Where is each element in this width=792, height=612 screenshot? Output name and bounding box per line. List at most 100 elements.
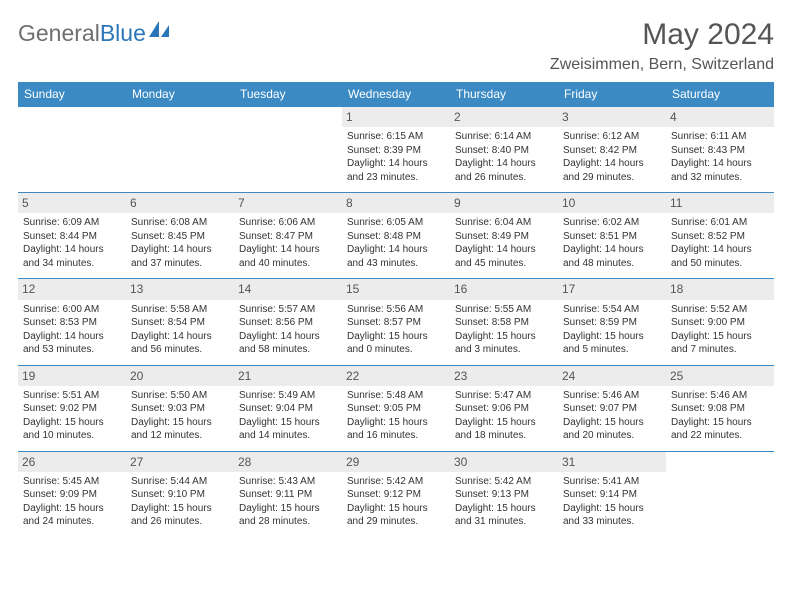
sunset-line: Sunset: 9:10 PM — [131, 488, 229, 502]
sunrise-line: Sunrise: 5:55 AM — [455, 303, 553, 317]
sunrise-line: Sunrise: 6:06 AM — [239, 216, 337, 230]
day-number: 11 — [666, 193, 774, 213]
sunrise-line: Sunrise: 5:45 AM — [23, 475, 121, 489]
daylight-line: Daylight: 14 hours and 50 minutes. — [671, 243, 769, 270]
day-number: 15 — [342, 279, 450, 299]
day-number: 16 — [450, 279, 558, 299]
daylight-line: Daylight: 15 hours and 26 minutes. — [131, 502, 229, 529]
daylight-line: Daylight: 14 hours and 23 minutes. — [347, 157, 445, 184]
month-title: May 2024 — [550, 18, 774, 52]
sunrise-line: Sunrise: 5:44 AM — [131, 475, 229, 489]
weekday-header: Wednesday — [342, 82, 450, 107]
daylight-line: Daylight: 15 hours and 3 minutes. — [455, 330, 553, 357]
daylight-line: Daylight: 15 hours and 29 minutes. — [347, 502, 445, 529]
day-number: 2 — [450, 107, 558, 127]
sunset-line: Sunset: 8:53 PM — [23, 316, 121, 330]
weekday-header-row: SundayMondayTuesdayWednesdayThursdayFrid… — [18, 82, 774, 107]
sunrise-line: Sunrise: 5:50 AM — [131, 389, 229, 403]
calendar-cell: 23Sunrise: 5:47 AMSunset: 9:06 PMDayligh… — [450, 365, 558, 451]
sunset-line: Sunset: 9:03 PM — [131, 402, 229, 416]
day-number: 28 — [234, 452, 342, 472]
day-number: 4 — [666, 107, 774, 127]
sunset-line: Sunset: 8:40 PM — [455, 144, 553, 158]
sunrise-line: Sunrise: 6:11 AM — [671, 130, 769, 144]
calendar-cell: 20Sunrise: 5:50 AMSunset: 9:03 PMDayligh… — [126, 365, 234, 451]
day-number: 12 — [18, 279, 126, 299]
sunrise-line: Sunrise: 6:09 AM — [23, 216, 121, 230]
daylight-line: Daylight: 14 hours and 37 minutes. — [131, 243, 229, 270]
daylight-line: Daylight: 15 hours and 10 minutes. — [23, 416, 121, 443]
sunrise-line: Sunrise: 5:41 AM — [563, 475, 661, 489]
weekday-header: Friday — [558, 82, 666, 107]
day-number: 20 — [126, 366, 234, 386]
daylight-line: Daylight: 15 hours and 33 minutes. — [563, 502, 661, 529]
sunrise-line: Sunrise: 5:42 AM — [347, 475, 445, 489]
calendar-cell — [234, 107, 342, 193]
sunset-line: Sunset: 8:45 PM — [131, 230, 229, 244]
calendar-week-row: 12Sunrise: 6:00 AMSunset: 8:53 PMDayligh… — [18, 279, 774, 365]
sunrise-line: Sunrise: 5:52 AM — [671, 303, 769, 317]
sunrise-line: Sunrise: 5:57 AM — [239, 303, 337, 317]
calendar-cell: 24Sunrise: 5:46 AMSunset: 9:07 PMDayligh… — [558, 365, 666, 451]
sunrise-line: Sunrise: 5:49 AM — [239, 389, 337, 403]
sunrise-line: Sunrise: 6:05 AM — [347, 216, 445, 230]
logo-sail-icon — [149, 21, 171, 44]
calendar-cell: 28Sunrise: 5:43 AMSunset: 9:11 PMDayligh… — [234, 451, 342, 537]
calendar-cell: 8Sunrise: 6:05 AMSunset: 8:48 PMDaylight… — [342, 193, 450, 279]
sunrise-line: Sunrise: 5:51 AM — [23, 389, 121, 403]
calendar-cell: 11Sunrise: 6:01 AMSunset: 8:52 PMDayligh… — [666, 193, 774, 279]
sunset-line: Sunset: 8:42 PM — [563, 144, 661, 158]
calendar-week-row: 1Sunrise: 6:15 AMSunset: 8:39 PMDaylight… — [18, 107, 774, 193]
day-number: 21 — [234, 366, 342, 386]
calendar-cell: 22Sunrise: 5:48 AMSunset: 9:05 PMDayligh… — [342, 365, 450, 451]
calendar-cell: 1 Sunrise: 6:15 AMSunset: 8:39 PMDaylight… — [342, 107, 450, 193]
sunset-line: Sunset: 8:54 PM — [131, 316, 229, 330]
sunset-line: Sunset: 9:09 PM — [23, 488, 121, 502]
weekday-header: Saturday — [666, 82, 774, 107]
sunrise-line: Sunrise: 5:43 AM — [239, 475, 337, 489]
day-number: 3 — [558, 107, 666, 127]
logo-text-general: General — [18, 20, 100, 47]
calendar-cell: 9Sunrise: 6:04 AMSunset: 8:49 PMDaylight… — [450, 193, 558, 279]
logo-text-blue: Blue — [100, 20, 146, 47]
daylight-line: Daylight: 14 hours and 56 minutes. — [131, 330, 229, 357]
day-number: 8 — [342, 193, 450, 213]
calendar-body: 1Sunrise: 6:15 AMSunset: 8:39 PMDaylight… — [18, 107, 774, 538]
daylight-line: Daylight: 15 hours and 18 minutes. — [455, 416, 553, 443]
calendar-cell: 2Sunrise: 6:14 AMSunset: 8:40 PMDaylight… — [450, 107, 558, 193]
weekday-header: Thursday — [450, 82, 558, 107]
calendar-week-row: 26 Sunrise: 5:45 AMSunset: 9:09 PM Dayligh… — [18, 451, 774, 537]
sunset-line: Sunset: 9:06 PM — [455, 402, 553, 416]
sunrise-line: Sunrise: 6:01 AM — [671, 216, 769, 230]
sunrise-line: Sunrise: 5:46 AM — [563, 389, 661, 403]
day-number: 27 — [126, 452, 234, 472]
sunrise-line: Sunrise: 6:04 AM — [455, 216, 553, 230]
sunset-line: Sunset: 8:43 PM — [671, 144, 769, 158]
day-number: 26 — [18, 452, 126, 472]
sunrise-line: Sunrise: 5:56 AM — [347, 303, 445, 317]
daylight-line: Daylight: 14 hours and 32 minutes. — [671, 157, 769, 184]
daylight-line: Daylight: 15 hours and 7 minutes. — [671, 330, 769, 357]
calendar-cell: 3Sunrise: 6:12 AMSunset: 8:42 PMDaylight… — [558, 107, 666, 193]
day-number: 24 — [558, 366, 666, 386]
sunrise-line: Sunrise: 6:15 AM — [347, 130, 445, 144]
sunset-line: Sunset: 8:56 PM — [239, 316, 337, 330]
day-number: 25 — [666, 366, 774, 386]
calendar-cell: 6Sunrise: 6:08 AMSunset: 8:45 PMDaylight… — [126, 193, 234, 279]
day-number: 13 — [126, 279, 234, 299]
calendar-cell: 15Sunrise: 5:56 AMSunset: 8:57 PMDayligh… — [342, 279, 450, 365]
sunrise-line: Sunrise: 5:42 AM — [455, 475, 553, 489]
daylight-line: Daylight: 15 hours and 20 minutes. — [563, 416, 661, 443]
calendar-cell: 31Sunrise: 5:41 AMSunset: 9:14 PMDayligh… — [558, 451, 666, 537]
weekday-header: Tuesday — [234, 82, 342, 107]
calendar-cell — [126, 107, 234, 193]
day-number: 7 — [234, 193, 342, 213]
sunset-line: Sunset: 8:39 PM — [347, 144, 445, 158]
day-number: 1 — [342, 107, 450, 127]
sunrise-line: Sunrise: 5:54 AM — [563, 303, 661, 317]
sunset-line: Sunset: 9:05 PM — [347, 402, 445, 416]
day-number: 18 — [666, 279, 774, 299]
sunset-line: Sunset: 8:47 PM — [239, 230, 337, 244]
daylight-line: Daylight: 14 hours and 58 minutes. — [239, 330, 337, 357]
daylight-line: Daylight: 14 hours and 53 minutes. — [23, 330, 121, 357]
